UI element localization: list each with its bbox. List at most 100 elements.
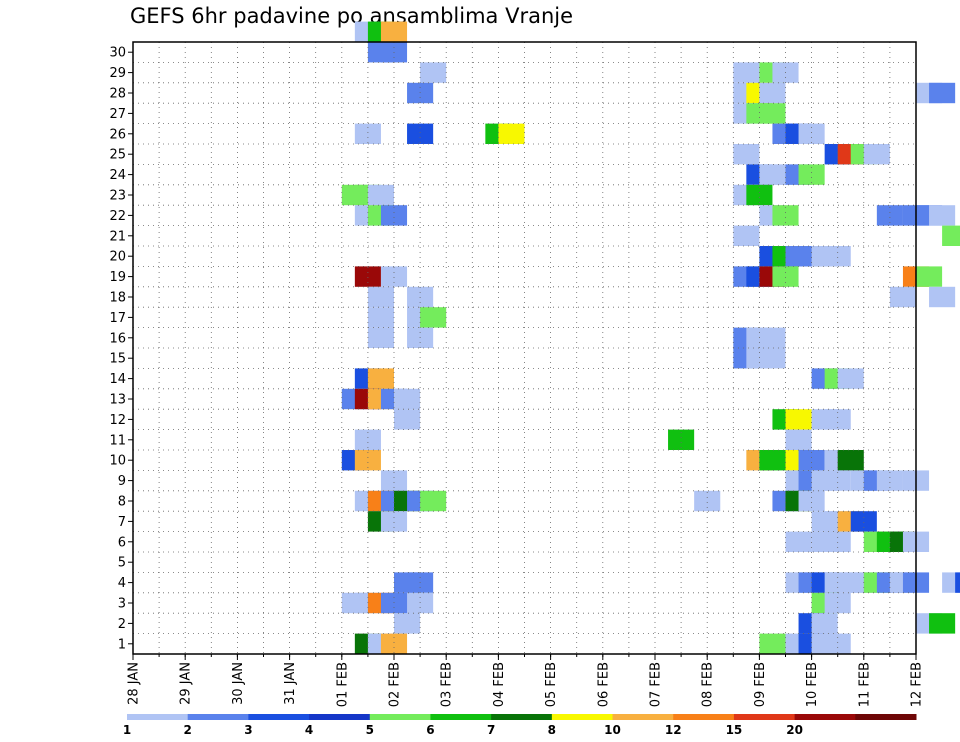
- y-tick-label: 19: [109, 270, 126, 285]
- y-tick-label: 1: [118, 637, 126, 652]
- heatmap-cell: [759, 103, 786, 124]
- y-tick-label: 4: [118, 576, 126, 591]
- heatmap-cell: [380, 21, 408, 42]
- heatmap-cell: [824, 409, 851, 430]
- y-tick-label: 26: [109, 127, 126, 142]
- y-tick-label: 2: [118, 617, 126, 632]
- x-tick-label: 29 JAN: [179, 662, 194, 705]
- heatmap-cell: [394, 409, 421, 430]
- heatmap-cell: [367, 307, 394, 328]
- heatmap-cell: [746, 184, 773, 206]
- y-tick-label: 16: [109, 331, 126, 346]
- heatmap-cell: [420, 307, 447, 328]
- y-tick-label: 17: [109, 311, 126, 326]
- heatmap-cell: [394, 388, 421, 410]
- heatmap-cell: [876, 205, 903, 226]
- heatmap-cell: [798, 450, 825, 471]
- legend-level-label: 10: [604, 723, 621, 737]
- heatmap-cell: [367, 368, 394, 389]
- heatmap-cell: [354, 429, 381, 450]
- y-tick-label: 27: [109, 107, 126, 122]
- heatmap-cell: [380, 266, 408, 287]
- heatmap-cell: [772, 266, 799, 287]
- heatmap-cell: [380, 205, 408, 226]
- y-tick-label: 14: [109, 372, 126, 387]
- y-tick-label: 10: [109, 454, 126, 469]
- heatmap-cell: [733, 144, 760, 165]
- heatmap-cell: [798, 164, 825, 185]
- heatmap-cell: [785, 429, 812, 450]
- heatmap-cell: [420, 62, 447, 83]
- heatmap-cell: [955, 572, 960, 593]
- y-axis: 1234567891011121314151617181920212223242…: [109, 46, 133, 652]
- heatmap-cell: [837, 450, 864, 471]
- heatmap-cell: [876, 470, 903, 491]
- heatmap-cell: [759, 450, 786, 471]
- y-tick-label: 23: [109, 189, 126, 204]
- heatmap-cell: [785, 409, 812, 430]
- legend-swatch: [309, 714, 371, 720]
- legend-level-label: 7: [487, 723, 495, 737]
- y-tick-label: 22: [109, 209, 126, 224]
- heatmap-cell: [759, 348, 786, 369]
- heatmap-cell: [380, 511, 408, 532]
- heatmap-cell: [929, 613, 956, 634]
- heatmap-cell: [942, 225, 960, 246]
- heatmap-cell: [889, 286, 916, 308]
- heatmap-cell: [837, 368, 864, 389]
- x-tick-label: 01 FEB: [335, 662, 350, 707]
- legend-swatch: [794, 714, 856, 720]
- heatmap-cell: [759, 82, 786, 104]
- heatmap-cell: [929, 82, 956, 104]
- y-tick-label: 8: [118, 495, 126, 510]
- y-tick-label: 30: [109, 46, 126, 61]
- y-tick-label: 28: [109, 87, 126, 102]
- heatmap-cell: [420, 490, 447, 512]
- x-tick-label: 02 FEB: [388, 662, 403, 707]
- heatmap-cell: [407, 123, 434, 144]
- heatmap-cell: [394, 613, 421, 634]
- heatmap-cell: [785, 531, 812, 552]
- heatmap-cell: [354, 123, 381, 144]
- heatmap-cell: [824, 470, 851, 491]
- y-tick-label: 18: [109, 291, 126, 306]
- legend-swatch: [855, 714, 917, 720]
- x-tick-label: 03 FEB: [440, 662, 455, 707]
- y-tick-label: 20: [109, 250, 126, 265]
- y-tick-label: 5: [118, 556, 126, 571]
- x-tick-label: 08 FEB: [701, 662, 716, 707]
- x-tick-label: 28 JAN: [127, 662, 142, 705]
- y-tick-label: 29: [109, 66, 126, 81]
- y-tick-label: 12: [109, 413, 126, 428]
- heatmap-cell: [759, 633, 786, 654]
- heatmap-cell: [498, 123, 525, 144]
- legend-swatch: [248, 714, 310, 720]
- heatmap-cell: [759, 327, 786, 348]
- heatmap-cell: [694, 490, 721, 512]
- heatmap-cell: [824, 246, 851, 267]
- y-tick-label: 21: [109, 229, 126, 244]
- heatmap-cell: [354, 450, 381, 471]
- heatmap-cell: [850, 511, 877, 532]
- legend-swatch: [127, 714, 189, 720]
- heatmap-cell: [811, 613, 838, 634]
- legend-swatch: [612, 714, 674, 720]
- chart-title: GEFS 6hr padavine po ansamblima Vranje: [130, 4, 574, 28]
- legend-level-label: 5: [366, 723, 374, 737]
- heatmap-cell: [733, 62, 760, 83]
- legend-swatch: [551, 714, 614, 720]
- y-tick-label: 9: [118, 474, 126, 489]
- heatmap-cell: [772, 205, 799, 226]
- x-tick-label: 06 FEB: [596, 662, 611, 707]
- heatmap-cell: [916, 266, 943, 287]
- heatmap-cell: [863, 144, 890, 165]
- heatmap-cell: [367, 327, 394, 348]
- heatmap-cell: [929, 286, 956, 308]
- gridlines: [133, 42, 916, 654]
- x-tick-label: 31 JAN: [283, 662, 298, 705]
- heatmap-cell: [733, 225, 760, 246]
- heatmap-cell: [380, 470, 408, 491]
- color-legend: 1 2 3 4 5 6 7 8 10 12 15 20: [123, 714, 917, 737]
- heatmap-cell: [367, 184, 394, 206]
